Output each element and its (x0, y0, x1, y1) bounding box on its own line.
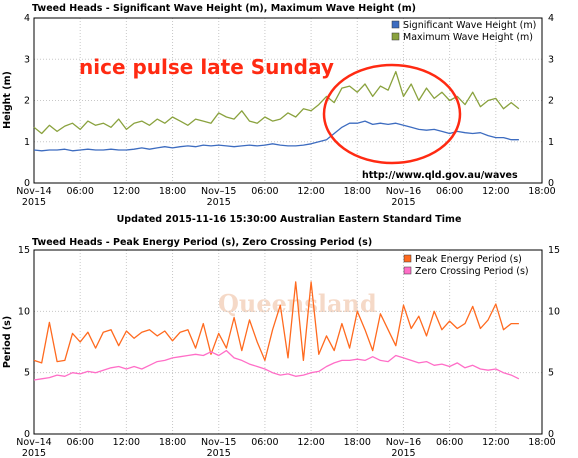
y-tick-label-left: 5 (24, 368, 30, 379)
y-tick-label-right: 15 (548, 245, 560, 256)
x-tick-label: Nov–15 2015 (201, 437, 236, 458)
wave-height-plot-frame (33, 17, 543, 184)
annotation-text: nice pulse late Sunday (79, 55, 334, 79)
wave-height-chart: Tweed Heads - Significant Wave Height (m… (2, 3, 556, 208)
series-line-period-1 (33, 349, 520, 381)
y-tick-label-left: 0 (24, 429, 30, 440)
wave-period-x-ticks: Nov–14 2015 06:00 12:00 18:00 Nov–15 2015 06:00… (16, 437, 555, 458)
wave-period-chart: Tweed Heads - Peak Energy Period (s), Ze… (2, 237, 560, 458)
legend-swatch-peak (403, 254, 412, 263)
wave-period-series (33, 281, 520, 381)
x-tick-label: 18:00 (528, 186, 555, 197)
wave-period-chart-title: Tweed Heads - Peak Energy Period (s), Ze… (32, 237, 372, 248)
y-tick-label-right: 4 (548, 13, 554, 24)
x-tick-label: 06:00 (436, 186, 463, 197)
legend-swatch-maximum (391, 32, 400, 41)
wave-period-grid (34, 250, 543, 434)
wave-height-series (33, 70, 520, 152)
y-tick-label-left: 0 (24, 178, 30, 189)
x-tick-label: 12:00 (482, 437, 509, 448)
y-tick-label-left: 2 (24, 96, 30, 107)
y-tick-label-left: 1 (24, 137, 30, 148)
x-tick-label: 12:00 (113, 437, 140, 448)
x-tick-label: 06:00 (251, 437, 278, 448)
series-line-height-0 (33, 120, 519, 152)
y-tick-label-left: 10 (18, 306, 30, 317)
x-tick-label: 06:00 (66, 186, 93, 197)
wave-height-y-ticks: 0 0 1 1 2 2 3 3 4 4 (24, 13, 554, 189)
x-tick-label: 12:00 (297, 437, 324, 448)
wave-height-chart-title: Tweed Heads - Significant Wave Height (m… (32, 3, 416, 14)
x-tick-label: 18:00 (159, 437, 186, 448)
wave-height-legend: Significant Wave Height (m) Maximum Wave… (391, 20, 536, 43)
legend-label-zero-crossing: Zero Crossing Period (s) (415, 266, 529, 277)
x-tick-label: Nov–14 2015 (16, 186, 51, 208)
wave-period-plot-frame (33, 249, 543, 435)
series-line-height-1 (33, 70, 520, 135)
y-tick-label-right: 2 (548, 96, 554, 107)
y-tick-label-right: 10 (548, 306, 560, 317)
x-tick-label: Nov–15 2015 (201, 186, 236, 208)
x-tick-label: 06:00 (66, 437, 93, 448)
annotation: nice pulse late Sunday (79, 55, 462, 165)
legend-label-maximum: Maximum Wave Height (m) (403, 32, 533, 43)
wave-height-x-ticks: Nov–14 2015 06:00 12:00 18:00 Nov–15 2015 06:00… (16, 186, 555, 208)
x-tick-label: 12:00 (113, 186, 140, 197)
legend-label-significant: Significant Wave Height (m) (403, 20, 536, 31)
x-tick-label: 12:00 (297, 186, 324, 197)
y-tick-label-right: 0 (548, 429, 554, 440)
y-tick-label-right: 0 (548, 178, 554, 189)
legend-swatch-significant (391, 20, 400, 29)
wave-period-y-axis-label: Period (s) (2, 316, 13, 368)
x-tick-label: 06:00 (436, 437, 463, 448)
x-tick-label: 06:00 (251, 186, 278, 197)
y-tick-label-right: 5 (548, 368, 554, 379)
source-url: http://www.qld.gov.au/waves (362, 170, 518, 181)
wave-period-y-ticks: 0 0 5 5 10 10 15 15 (18, 245, 560, 440)
y-tick-label-left: 3 (24, 54, 30, 65)
x-tick-label: Nov–14 2015 (16, 437, 51, 458)
updated-timestamp: Updated 2015-11-16 15:30:00 Australian E… (117, 214, 462, 225)
x-tick-label: 18:00 (344, 186, 371, 197)
x-tick-label: 18:00 (344, 437, 371, 448)
x-tick-label: Nov–16 2015 (386, 186, 421, 208)
wave-height-y-axis-label: Height (m) (2, 71, 13, 129)
y-tick-label-right: 1 (548, 137, 554, 148)
legend-label-peak: Peak Energy Period (s) (415, 254, 522, 265)
y-tick-label-right: 3 (548, 54, 554, 65)
y-tick-label-left: 15 (18, 245, 30, 256)
x-tick-label: 12:00 (482, 186, 509, 197)
x-tick-label: 18:00 (159, 186, 186, 197)
y-tick-label-left: 4 (24, 13, 30, 24)
x-tick-label: Nov–16 2015 (386, 437, 421, 458)
annotation-circle (322, 63, 462, 165)
series-line-period-0 (33, 281, 519, 364)
x-tick-label: 18:00 (528, 437, 555, 448)
legend-swatch-zero-crossing (403, 266, 412, 275)
wave-period-legend: Peak Energy Period (s) Zero Crossing Per… (403, 254, 529, 277)
